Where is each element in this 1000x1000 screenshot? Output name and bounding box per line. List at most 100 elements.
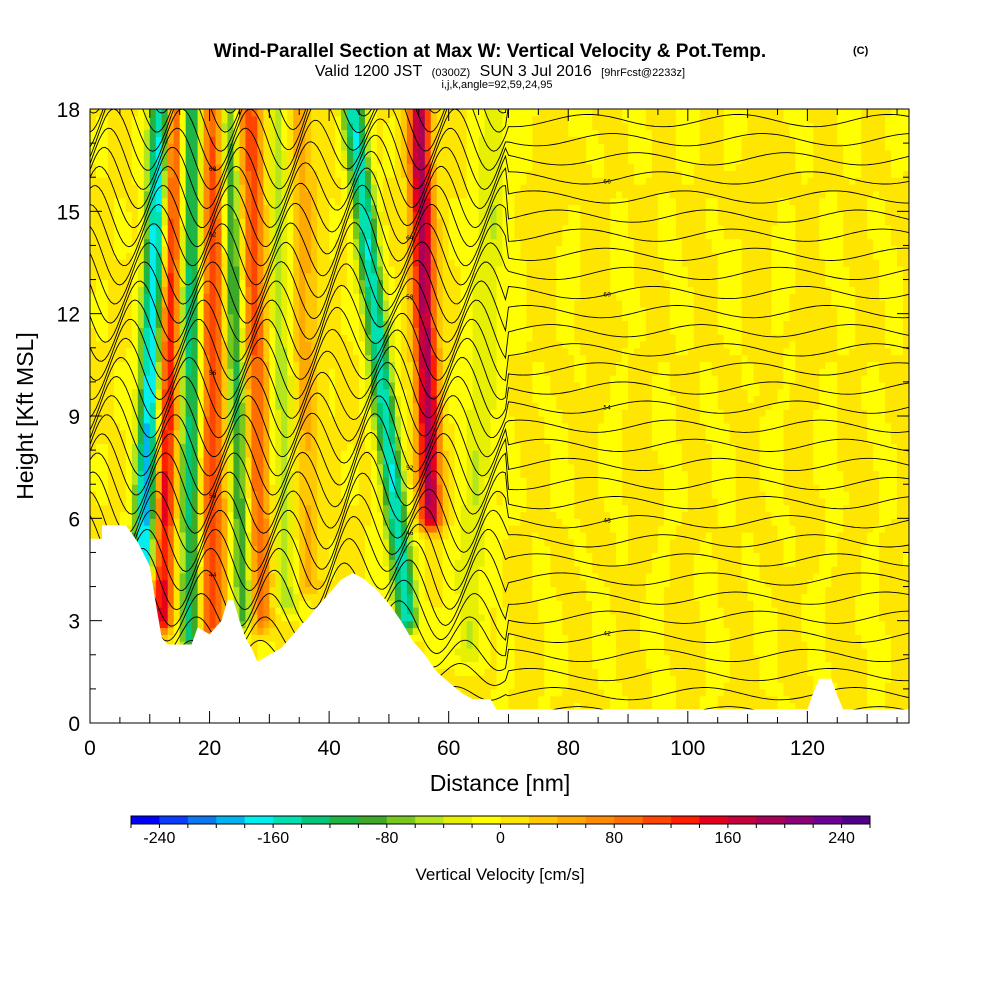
contour-label: 44 [209, 572, 217, 579]
theta-contour [90, 538, 909, 611]
colorbar-label: 160 [715, 830, 742, 847]
y-axis: 0 3 6 9 12 15 18 [57, 99, 909, 736]
x-tick-label: 60 [437, 737, 460, 760]
colorbar-swatch [216, 816, 245, 824]
colorbar-label: 80 [605, 830, 623, 847]
theta-contour [90, 413, 909, 496]
theta-contour [90, 263, 909, 343]
contour-label: 60 [603, 292, 611, 299]
theta-contour [90, 109, 507, 114]
colorbar-label: 0 [496, 830, 505, 847]
colorbar-swatch [358, 816, 388, 824]
chart-subtitle-indices: i,j,k,angle=92,59,24,95 [441, 79, 552, 91]
colorbar-label: -240 [143, 830, 175, 847]
velocity-field [90, 109, 909, 723]
colorbar-swatch [301, 816, 331, 824]
contour-label: 66 [603, 179, 611, 186]
colorbar-swatch [500, 816, 530, 824]
theta-contour [90, 184, 909, 267]
contour-label: 52 [406, 465, 414, 472]
terrain-mask [90, 525, 909, 723]
theta-contour [90, 306, 909, 382]
theta-contour [90, 222, 909, 305]
x-axis: 0 20 40 60 80 100 120 [84, 109, 898, 760]
colorbar-swatch [671, 816, 700, 824]
theta-contour [90, 150, 909, 229]
x-tick-label: 0 [84, 737, 96, 760]
theta-contour [90, 431, 909, 515]
copyright-mark: (C) [853, 45, 869, 57]
subtitle-forecast: [9hrFcst@2233z] [601, 67, 685, 79]
colorbar-swatch [841, 816, 871, 824]
colorbar-label: -80 [375, 830, 398, 847]
plot-area: 3840424446485052545658606264666870 [90, 88, 909, 723]
colorbar-swatch [386, 816, 416, 824]
colorbar-swatch [557, 816, 587, 824]
colorbar-label: 240 [828, 830, 855, 847]
x-tick-label: 120 [790, 737, 825, 760]
colorbar-swatch [131, 816, 160, 824]
colorbar: -240 -160 -80 0 80 160 240 [130, 815, 871, 847]
contour-label: 48 [603, 518, 611, 525]
theta-contour [90, 494, 909, 572]
colorbar-swatch [614, 816, 643, 824]
contour-label: 70 [406, 88, 414, 95]
colorbar-swatch [528, 816, 558, 824]
theta-contour [90, 472, 909, 553]
x-tick-label: 100 [670, 737, 705, 760]
y-tick-label: 18 [57, 99, 80, 122]
y-tick-label: 15 [57, 201, 80, 224]
x-tick-label: 80 [557, 737, 580, 760]
colorbar-title: Vertical Velocity [cm/s] [415, 865, 584, 884]
contour-label: 64 [406, 235, 414, 242]
colorbar-swatch [642, 816, 672, 824]
contour-label: 68 [209, 166, 217, 173]
theta-contour [90, 362, 909, 439]
chart-subtitle: Valid 1200 JST (0300Z) SUN 3 Jul 2016 [9… [315, 63, 685, 80]
colorbar-swatch [244, 816, 274, 824]
contour-label: 50 [209, 493, 217, 500]
subtitle-utc: (0300Z) [432, 67, 471, 79]
theta-contour [90, 167, 909, 248]
colorbar-swatch [813, 816, 842, 824]
theta-contour [90, 109, 909, 152]
colorbar-swatch [415, 816, 444, 824]
y-axis-title: Height [Kft MSL] [12, 332, 38, 499]
y-tick-label: 3 [68, 611, 80, 634]
colorbar-swatch [784, 816, 814, 824]
contour-label: 56 [209, 370, 217, 377]
x-axis-title: Distance [nm] [430, 770, 571, 796]
colorbar-swatch [585, 816, 615, 824]
theta-contour [90, 328, 909, 401]
colorbar-label: -160 [257, 830, 289, 847]
x-tick-label: 40 [317, 737, 340, 760]
chart-title: Wind-Parallel Section at Max W: Vertical… [214, 41, 766, 62]
theta-contour [90, 118, 909, 190]
colorbar-swatch [443, 816, 473, 824]
subtitle-date: SUN 3 Jul 2016 [480, 63, 592, 80]
colorbar-swatch [472, 816, 501, 824]
theta-contour [90, 134, 909, 210]
theta-contour [90, 284, 909, 362]
y-tick-label: 6 [68, 508, 80, 531]
colorbar-swatch [329, 816, 359, 824]
y-tick-label: 12 [57, 304, 80, 327]
colorbar-swatch [727, 816, 757, 824]
theta-contour [90, 109, 509, 133]
colorbar-swatch [699, 816, 729, 824]
theta-contour [90, 242, 909, 324]
subtitle-valid: Valid 1200 JST [315, 63, 423, 80]
theta-contour [90, 345, 909, 420]
y-tick-label: 9 [68, 406, 80, 429]
theta-contour [90, 395, 909, 477]
theta-contour [90, 202, 909, 286]
y-tick-label: 0 [68, 713, 80, 736]
colorbar-swatch [273, 816, 302, 824]
theta-contour [90, 516, 909, 591]
colorbar-swatch [187, 816, 217, 824]
contour-label: 42 [603, 631, 611, 638]
colorbar-swatch [756, 816, 786, 824]
contour-label: 62 [209, 232, 217, 239]
contour-label: 58 [406, 294, 414, 301]
